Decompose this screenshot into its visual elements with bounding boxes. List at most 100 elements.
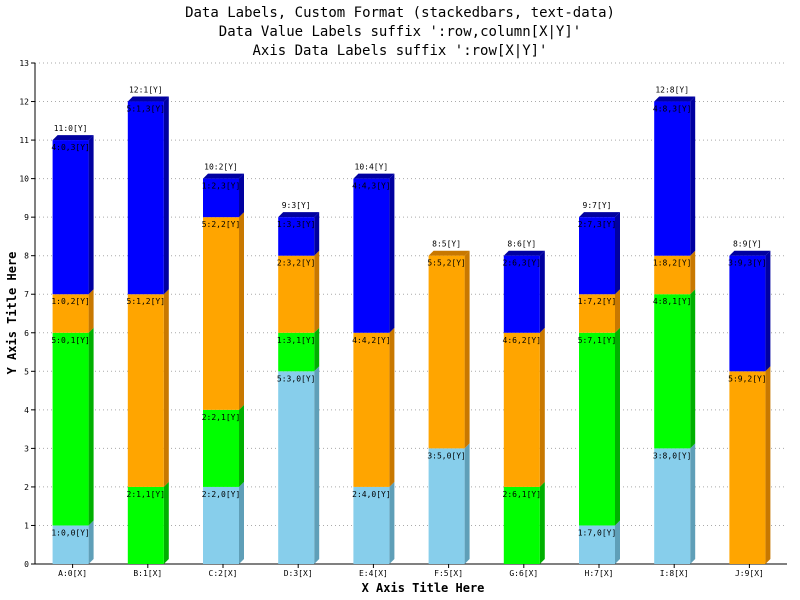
bar-segment [579, 217, 615, 295]
bar-segment-side [690, 96, 696, 256]
bar-segment-side [88, 520, 94, 564]
bar-segment-top [428, 250, 470, 256]
bar-segment-side [88, 135, 94, 295]
x-tick-label: A:0[X] [58, 569, 87, 578]
y-tick-label: 12 [19, 98, 29, 107]
bar-segment-side [464, 443, 470, 564]
data-value-label: 1:7,2[Y] [578, 297, 617, 306]
bar-segment [353, 332, 390, 487]
x-tick-label: D:3[X] [284, 569, 313, 578]
x-tick-label: H:7[X] [585, 569, 614, 578]
bar-segment [654, 255, 691, 295]
x-tick-label: J:9[X] [735, 569, 764, 578]
bar-segment-top [729, 250, 771, 256]
bar-segment-top [278, 212, 320, 218]
bar-segment [203, 178, 239, 218]
bar-segment-side [690, 443, 696, 564]
x-tick-label: I:8[X] [660, 569, 689, 578]
bar-segment-side [88, 289, 94, 333]
bar-total-label: 8:5[Y] [432, 240, 461, 249]
y-tick-label: 0 [24, 560, 29, 569]
bar-segment [203, 409, 239, 487]
bar-segment-side [389, 173, 395, 333]
bar-segment-side [163, 481, 169, 564]
x-tick-label: E:4[X] [359, 569, 388, 578]
bar-segment-side [163, 96, 169, 295]
data-value-label: 3:8,0[Y] [653, 451, 692, 460]
y-tick-label: 7 [24, 290, 29, 299]
y-tick-label: 10 [19, 175, 29, 184]
data-value-label: 3:9,3[Y] [728, 259, 767, 268]
data-value-label: 1:7,0[Y] [578, 528, 617, 537]
bar-segment [729, 371, 766, 564]
bar-total-label: 11:0[Y] [54, 124, 88, 133]
data-value-label: 2:7,3[Y] [578, 220, 617, 229]
y-tick-label: 1 [24, 521, 29, 530]
bar-segment-side [690, 289, 696, 449]
data-value-label: 1:2,3[Y] [202, 182, 241, 191]
bar-segment [654, 448, 691, 564]
bar-segment-side [88, 327, 94, 526]
bar-segment-top [52, 135, 94, 141]
bar-segment-side [239, 404, 244, 487]
bar-segment-side [389, 327, 395, 487]
bar-segment [127, 101, 164, 295]
bar-segment [203, 486, 239, 564]
bar-segment [428, 448, 465, 564]
data-value-label: 2:2,1[Y] [202, 413, 241, 422]
data-value-label: 2:3,2[Y] [277, 259, 316, 268]
bar-segment [52, 294, 89, 333]
y-tick-label: 9 [24, 213, 29, 222]
data-value-label: 1:8,2[Y] [653, 259, 692, 268]
bar-total-label: 9:7[Y] [583, 201, 612, 210]
data-value-label: 4:0,3[Y] [51, 143, 90, 152]
bar-segment-side [314, 212, 320, 256]
bar-segment [52, 332, 89, 526]
bar-segment-side [539, 481, 545, 564]
data-value-label: 4:8,3[Y] [653, 105, 692, 114]
chart-title-line-2: Data Value Labels suffix ':row,column[X|… [218, 24, 582, 40]
bar-segment [503, 332, 540, 487]
bar-segment [579, 294, 615, 333]
y-tick-label: 11 [19, 136, 29, 145]
bar-segment [127, 486, 164, 564]
bar-segment-side [615, 327, 620, 526]
bar-segment-top [579, 212, 620, 218]
bar-segment-side [765, 250, 771, 372]
bar-segment [278, 332, 315, 372]
bar-segment [127, 294, 164, 487]
y-axis-title: Y Axis Title Here [5, 251, 19, 375]
bar-segment-top [127, 96, 169, 102]
bar-segment-side [314, 327, 320, 372]
bar-segment [654, 294, 691, 449]
data-value-label: 2:2,0[Y] [202, 490, 241, 499]
y-tick-label: 5 [24, 367, 29, 376]
data-value-label: 5:2,2[Y] [202, 220, 241, 229]
data-value-label: 3:5,0[Y] [427, 451, 466, 460]
bar-segment-side [389, 481, 395, 564]
bar-total-label: 8:9[Y] [733, 240, 762, 249]
bar-segment-side [239, 173, 244, 218]
bar-segment-side [314, 250, 320, 333]
bar-segment-side [615, 520, 620, 564]
bar-segment [654, 101, 691, 256]
bar-total-label: 10:2[Y] [204, 163, 238, 172]
data-value-label: 2:6,1[Y] [503, 490, 542, 499]
data-value-label: 5:3,0[Y] [277, 374, 316, 383]
bar-segment-side [615, 212, 620, 295]
x-tick-label: G:6[X] [509, 569, 538, 578]
data-value-label: 5:7,1[Y] [578, 336, 617, 345]
data-value-label: 1:3,3[Y] [277, 220, 316, 229]
data-value-label: 5:9,2[Y] [728, 374, 767, 383]
data-value-label: 5:5,2[Y] [427, 259, 466, 268]
bar-segment [52, 140, 89, 295]
bar-segment-side [314, 366, 320, 564]
x-tick-label: C:2[X] [209, 569, 238, 578]
data-value-label: 5:1,3[Y] [127, 105, 166, 114]
y-tick-label: 13 [19, 59, 29, 68]
bar-segment [579, 332, 615, 526]
bar-segment-side [239, 481, 244, 564]
y-tick-label: 3 [24, 444, 29, 453]
bar-segment [353, 178, 390, 333]
